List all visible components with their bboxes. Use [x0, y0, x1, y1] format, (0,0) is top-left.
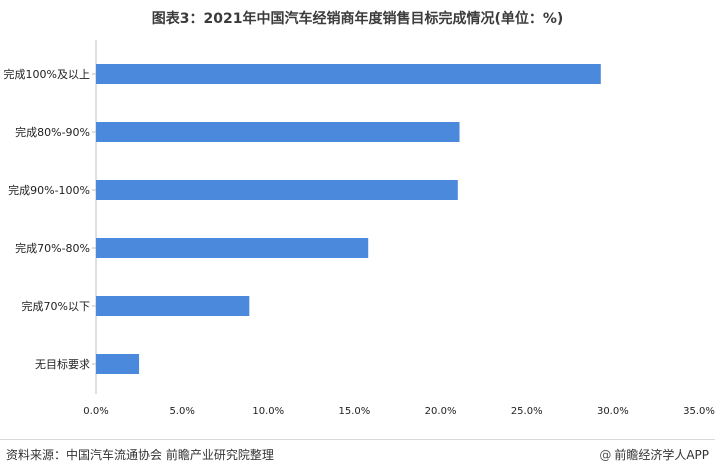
x-tick-label: 15.0%	[339, 406, 371, 417]
x-tick-label: 0.0%	[83, 406, 108, 417]
x-tick-label: 5.0%	[169, 406, 194, 417]
bar	[96, 296, 250, 316]
x-tick-label: 35.0%	[683, 406, 715, 417]
x-tick-label: 30.0%	[597, 406, 629, 417]
brand: @ 前瞻经济学人APP	[599, 446, 709, 463]
x-tick-label: 25.0%	[511, 406, 543, 417]
brand-name: 前瞻经济学人APP	[614, 448, 709, 462]
x-tick-label: 20.0%	[425, 406, 457, 417]
category-label: 完成90%-100%	[8, 183, 90, 197]
at-icon: @	[599, 447, 612, 462]
bar	[96, 354, 140, 374]
footer: 资料来源：中国汽车流通协会 前瞻产业研究院整理 @ 前瞻经济学人APP	[0, 439, 715, 467]
category-label: 完成100%及以上	[4, 67, 90, 81]
bar	[96, 122, 460, 142]
category-label: 完成70%-80%	[15, 241, 90, 255]
source-note: 资料来源：中国汽车流通协会 前瞻产业研究院整理	[6, 448, 274, 462]
chart-title: 图表3：2021年中国汽车经销商年度销售目标完成情况(单位：%)	[151, 11, 564, 27]
category-label: 完成80%-90%	[15, 125, 90, 139]
bar	[96, 180, 458, 200]
category-label: 无目标要求	[35, 357, 90, 371]
x-tick-label: 10.0%	[252, 406, 284, 417]
bar	[96, 64, 601, 84]
category-label: 完成70%以下	[22, 299, 90, 313]
bar	[96, 238, 369, 258]
